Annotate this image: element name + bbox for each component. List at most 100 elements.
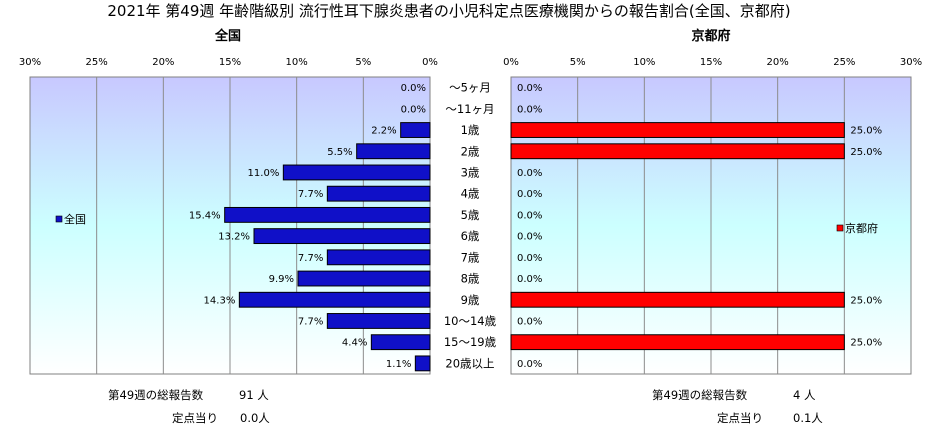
- bar-national: [356, 143, 431, 160]
- bar-national: [224, 206, 431, 223]
- right-tick-label: 25%: [833, 57, 855, 68]
- data-label-national: 5.5%: [327, 147, 352, 158]
- bar-national: [253, 228, 431, 245]
- bar-kyoto: [510, 334, 845, 351]
- stats-national: 第49週の総報告数 91 人 定点当り 0.0人: [108, 388, 270, 425]
- data-label-national: 9.9%: [269, 274, 294, 285]
- bar-national: [238, 291, 431, 308]
- right-tick-label: 0%: [503, 57, 519, 68]
- category-label: 15～19歳: [444, 335, 497, 349]
- category-label: 10～14歳: [444, 314, 497, 328]
- right-data-labels: 0.0% 0.0% 25.0% 25.0% 0.0% 0.0% 0.0% 0.0% 0.0% 0.…: [517, 83, 882, 370]
- national-per-label: 定点当り: [172, 411, 218, 425]
- kyoto-total-label: 第49週の総報告数: [652, 388, 748, 402]
- category-label: 2歳: [461, 144, 480, 158]
- data-label-national: 0.0%: [401, 104, 426, 115]
- bar-national: [414, 355, 431, 372]
- data-label-kyoto: 0.0%: [517, 253, 542, 264]
- bar-national: [370, 334, 431, 351]
- kyoto-per-label: 定点当り: [717, 411, 763, 425]
- category-label: 8歳: [461, 272, 480, 286]
- left-tick-label: 10%: [286, 57, 308, 68]
- panel-title-national: 全国: [214, 28, 241, 44]
- right-bars: [510, 122, 845, 351]
- legend-label-kyoto: 京都府: [845, 221, 878, 235]
- right-plot-area: 0% 5% 10% 15% 20% 25% 30% 0.0%0.0%25.0%25.0%0.…: [503, 57, 922, 375]
- category-label: 7歳: [461, 250, 480, 264]
- data-label-kyoto: 25.0%: [850, 126, 882, 137]
- national-total-label: 第49週の総報告数: [108, 388, 204, 402]
- category-label: 1歳: [461, 123, 480, 137]
- left-tick-labels: 0% 5% 10% 15% 20% 25% 30%: [19, 57, 438, 68]
- category-label: 5歳: [461, 208, 480, 222]
- data-label-kyoto: 0.0%: [517, 104, 542, 115]
- data-label-national: 11.0%: [248, 168, 280, 179]
- data-label-national: 15.4%: [189, 210, 221, 221]
- left-tick-label: 25%: [86, 57, 108, 68]
- bar-national: [326, 185, 431, 202]
- right-tick-label: 15%: [700, 57, 722, 68]
- category-label: 9歳: [461, 293, 480, 307]
- data-label-national: 7.7%: [298, 253, 323, 264]
- national-total-value: 91 人: [239, 388, 269, 402]
- left-plot-area: 0% 5% 10% 15% 20% 25% 30% 0.0% 0.0% 2.2% 5.5% 11.0…: [19, 57, 438, 375]
- legend-national: 全国: [55, 212, 86, 226]
- chart-title: 2021年 第49週 年齢階級別 流行性耳下腺炎患者の小児科定点医療機関からの報…: [107, 2, 790, 20]
- right-tick-label: 30%: [900, 57, 922, 68]
- stats-kyoto: 第49週の総報告数 4 人 定点当り 0.1人: [652, 388, 823, 425]
- kyoto-total-value: 4 人: [793, 388, 816, 402]
- national-per-value: 0.0人: [240, 411, 270, 425]
- data-label-kyoto: 0.0%: [517, 189, 542, 200]
- data-label-kyoto: 0.0%: [517, 274, 542, 285]
- right-tick-label: 20%: [767, 57, 789, 68]
- data-label-kyoto: 25.0%: [850, 338, 882, 349]
- data-label-kyoto: 0.0%: [517, 168, 542, 179]
- left-tick-label: 30%: [19, 57, 41, 68]
- category-label: 6歳: [461, 229, 480, 243]
- category-label: ～5ヶ月: [449, 81, 491, 95]
- bar-national: [326, 249, 431, 266]
- left-bars: [224, 122, 431, 372]
- left-tick-label: 20%: [152, 57, 174, 68]
- data-label-kyoto: 25.0%: [850, 295, 882, 306]
- right-tick-label: 5%: [570, 57, 586, 68]
- bar-national: [326, 313, 431, 329]
- data-label-national: 0.0%: [401, 83, 426, 94]
- data-label-kyoto: 0.0%: [517, 210, 542, 221]
- data-label-national: 7.7%: [298, 189, 323, 200]
- category-label: 3歳: [461, 165, 480, 179]
- category-label: 4歳: [461, 187, 480, 201]
- bar-national: [297, 270, 431, 287]
- legend-swatch-national: [55, 215, 63, 223]
- category-label: ～11ヶ月: [445, 102, 494, 116]
- data-label-national: 2.2%: [371, 126, 396, 137]
- left-tick-label: 15%: [219, 57, 241, 68]
- bar-national: [400, 122, 431, 138]
- right-tick-labels: 0% 5% 10% 15% 20% 25% 30%: [503, 57, 922, 68]
- left-tick-label: 0%: [422, 57, 438, 68]
- data-label-national: 13.2%: [218, 232, 250, 243]
- data-label-kyoto: 25.0%: [850, 147, 882, 158]
- bar-kyoto: [510, 143, 845, 160]
- data-label-kyoto: 0.0%: [517, 316, 542, 327]
- data-label-national: 14.3%: [204, 295, 236, 306]
- category-label: 20歳以上: [445, 356, 494, 370]
- panel-title-kyoto: 京都府: [691, 28, 730, 44]
- data-label-national: 1.1%: [386, 359, 411, 370]
- data-label-kyoto: 0.0%: [517, 232, 542, 243]
- data-label-national: 4.4%: [342, 338, 367, 349]
- kyoto-per-value: 0.1人: [793, 411, 823, 425]
- data-label-kyoto: 0.0%: [517, 83, 542, 94]
- right-tick-label: 10%: [633, 57, 655, 68]
- legend-label-national: 全国: [64, 212, 86, 226]
- bar-national: [282, 164, 431, 181]
- category-labels: ～5ヶ月 ～11ヶ月 1歳 2歳 3歳 4歳 5歳 6歳 7歳 8歳 9歳 10～14歳 15～19歳 2…: [444, 81, 497, 371]
- data-label-national: 7.7%: [298, 316, 323, 327]
- bar-kyoto: [510, 122, 845, 138]
- legend-swatch-kyoto: [836, 224, 844, 232]
- left-data-labels: 0.0% 0.0% 2.2% 5.5% 11.0% 7.7% 15.4% 13.2% 7.7% 9…: [189, 83, 426, 370]
- legend-kyoto: 京都府: [836, 221, 878, 235]
- data-label-kyoto: 0.0%: [517, 359, 542, 370]
- bar-kyoto: [510, 291, 845, 308]
